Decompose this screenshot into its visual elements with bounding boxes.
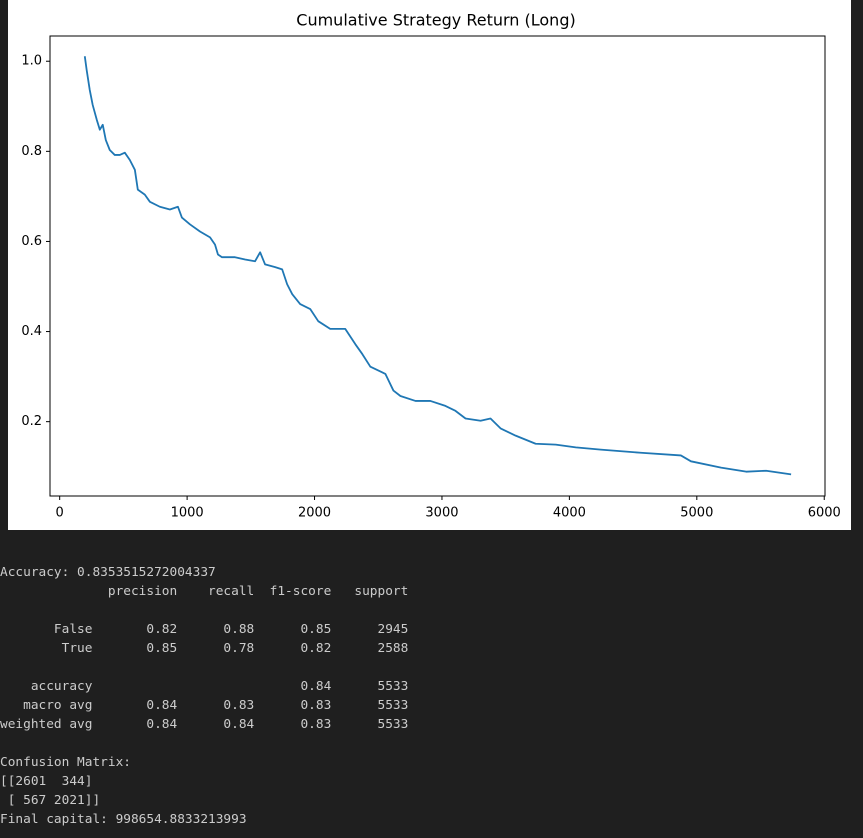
chart: Cumulative Strategy Return (Long) 0 1000 2… (8, 0, 851, 530)
output-line: Accuracy: 0.8353515272004337 (0, 565, 216, 580)
x-tick-label: 1000 (171, 506, 204, 521)
y-tick-label: 0.2 (21, 414, 42, 429)
x-tick-label: 0 (56, 506, 64, 521)
output-line: False 0.82 0.88 0.85 2945 (0, 622, 409, 637)
y-tick-label: 0.6 (21, 234, 42, 249)
y-tick-label: 0.4 (21, 324, 42, 339)
y-tick-label: 0.8 (21, 144, 42, 159)
chart-title: Cumulative Strategy Return (Long) (296, 11, 575, 30)
x-tick-label: 3000 (425, 506, 458, 521)
output-line: [ 567 2021]] (0, 793, 101, 808)
x-tick-label: 5000 (680, 506, 713, 521)
output-line: weighted avg 0.84 0.84 0.83 5533 (0, 717, 409, 732)
y-tick-label: 1.0 (21, 54, 42, 69)
x-tick-label: 2000 (298, 506, 331, 521)
output-line: True 0.85 0.78 0.82 2588 (0, 641, 409, 656)
output-line: macro avg 0.84 0.83 0.83 5533 (0, 698, 409, 713)
output-line: accuracy 0.84 5533 (0, 679, 409, 694)
output-line: [[2601 344] (0, 774, 93, 789)
output-line: Final capital: 998654.8833213993 (0, 812, 247, 827)
line-series (83, 56, 792, 476)
output-line: Confusion Matrix: (0, 755, 131, 770)
x-tick-label: 4000 (553, 506, 586, 521)
output-line: precision recall f1-score support (0, 584, 409, 599)
plot-frame (49, 35, 826, 497)
x-tick-label: 6000 (808, 506, 841, 521)
